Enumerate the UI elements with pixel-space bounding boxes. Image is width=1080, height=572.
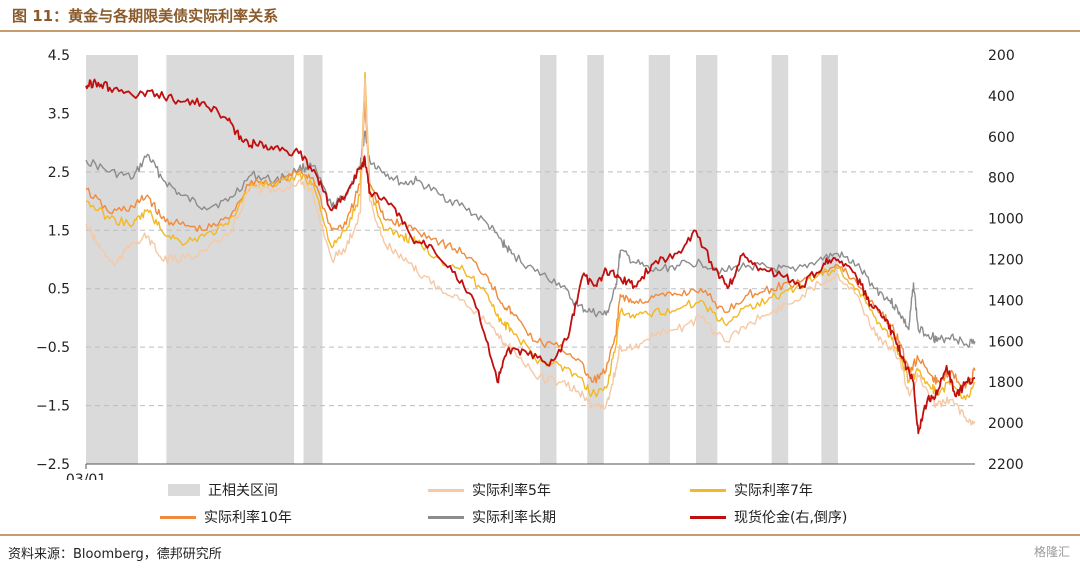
legend-item-long: 实际利率长期 <box>428 507 556 527</box>
right-tick-label: 200 <box>988 48 1015 64</box>
left-tick-label: 1.5 <box>48 223 70 239</box>
series-line-long <box>85 130 976 348</box>
legend-swatch-r10 <box>160 515 196 519</box>
legend-item-shade: 正相关区间 <box>168 480 278 500</box>
series-line-gold <box>85 78 976 435</box>
left-tick-label: 2.5 <box>48 165 70 181</box>
right-tick-label: 2200 <box>988 457 1024 473</box>
series-line-r5 <box>85 77 976 426</box>
left-tick-label: 3.5 <box>48 106 70 122</box>
footer-divider <box>0 534 1080 536</box>
shade-period-7 <box>771 55 789 464</box>
shade-period-2 <box>303 55 323 464</box>
shade-period-1 <box>166 55 295 464</box>
right-tick-label: 600 <box>988 130 1015 146</box>
legend-label-gold: 现货伦金(右,倒序) <box>734 510 848 526</box>
legend-label-long: 实际利率长期 <box>472 510 556 526</box>
right-tick-label: 2000 <box>988 416 1024 432</box>
legend-item-r5: 实际利率5年 <box>428 480 551 500</box>
legend-swatch-r5 <box>428 488 464 492</box>
series-lines <box>85 71 976 435</box>
left-tick-label: 4.5 <box>48 48 70 64</box>
right-tick-label: 1200 <box>988 253 1024 269</box>
shade-period-4 <box>587 55 604 464</box>
legend-swatch-shade <box>168 484 200 496</box>
right-tick-label: 1000 <box>988 212 1024 228</box>
x-axis: 03/01 <box>66 463 975 480</box>
chart: 4.5 3.5 2.5 1.5 0.5 −0.5 −1.5 −2.5 200 400 600 800… <box>36 48 1024 480</box>
left-tick-label: −1.5 <box>36 399 70 415</box>
legend: 正相关区间 实际利率5年 实际利率7年 实际利率10年 实际利率长期 现货伦金(… <box>160 480 920 532</box>
source-note: 资料来源：Bloomberg，德邦研究所 <box>8 547 222 562</box>
legend-swatch-r7 <box>690 488 726 492</box>
title-divider <box>0 30 1080 32</box>
legend-label-r7: 实际利率7年 <box>734 483 813 499</box>
left-axis: 4.5 3.5 2.5 1.5 0.5 −0.5 −1.5 −2.5 <box>36 48 70 473</box>
right-tick-label: 1800 <box>988 375 1024 391</box>
gridlines <box>86 171 975 407</box>
shade-period-6 <box>696 55 718 464</box>
watermark-text: 格隆汇 <box>1033 545 1070 559</box>
left-tick-label: −2.5 <box>36 457 70 473</box>
shade-period-3 <box>539 55 557 464</box>
right-tick-label: 1400 <box>988 293 1024 309</box>
right-tick-label: 1600 <box>988 334 1024 350</box>
chart-title: 图 11：黄金与各期限美债实际利率关系 <box>12 7 279 25</box>
shaded-periods <box>86 55 838 464</box>
legend-label-shade: 正相关区间 <box>208 483 278 499</box>
legend-label-r10: 实际利率10年 <box>204 510 292 526</box>
right-axis: 200 400 600 800 1000 1200 1400 1600 1800 2000 2200 <box>988 48 1024 473</box>
shade-period-0 <box>86 55 139 464</box>
legend-swatch-long <box>428 515 464 519</box>
series-line-r7 <box>85 71 976 401</box>
right-tick-label: 800 <box>988 171 1015 187</box>
legend-swatch-gold <box>690 515 726 519</box>
left-tick-label: −0.5 <box>36 340 70 356</box>
right-tick-label: 400 <box>988 89 1015 105</box>
x-tick-label: 03/01 <box>66 472 106 480</box>
legend-label-r5: 实际利率5年 <box>472 483 551 499</box>
legend-item-gold: 现货伦金(右,倒序) <box>690 507 847 527</box>
legend-item-r10: 实际利率10年 <box>160 507 292 527</box>
left-tick-label: 0.5 <box>48 282 70 298</box>
legend-item-r7: 实际利率7年 <box>690 480 813 500</box>
